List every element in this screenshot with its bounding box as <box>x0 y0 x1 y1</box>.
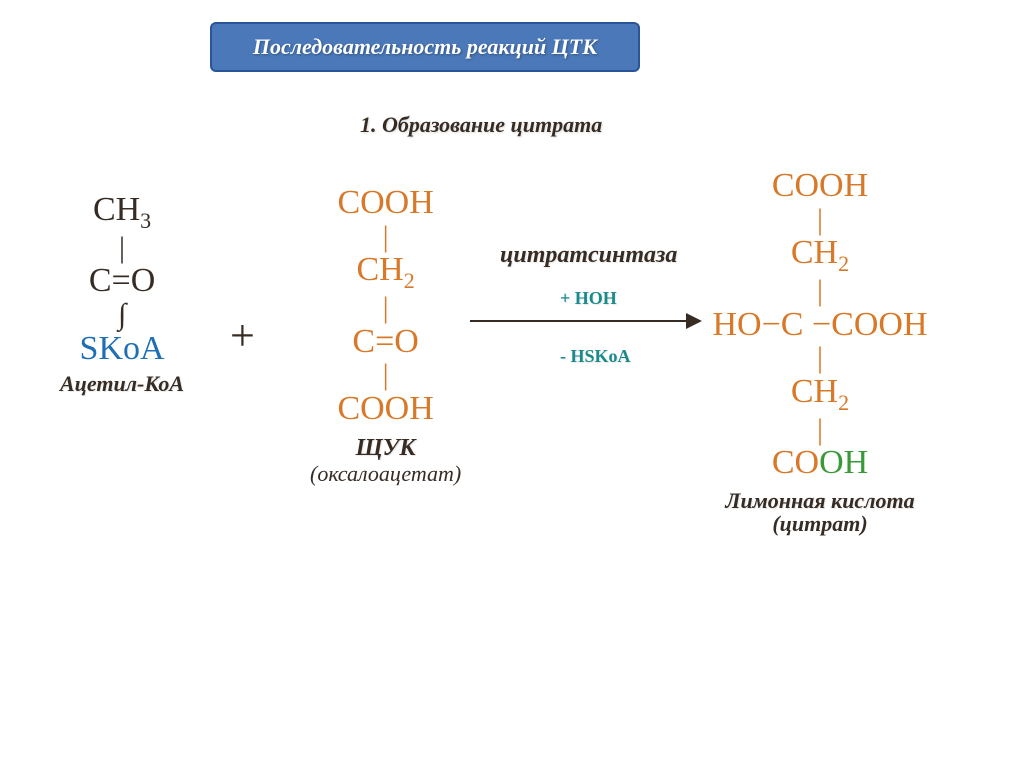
molecule-oxaloacetate: COOH | CH2 | C=O | COOH ЩУК (оксалоацета… <box>310 185 461 485</box>
molecule-acetyl-coa: CH3 | C=O ∫ SKoA Ацетил-КоА <box>60 192 184 395</box>
cit-label1: Лимонная кислота <box>690 489 950 512</box>
oaa-l4: | <box>310 292 461 324</box>
cit-l4: | <box>690 275 950 307</box>
acetyl-label: Ацетил-КоА <box>60 372 184 395</box>
cit-label2: (цитрат) <box>690 512 950 535</box>
oaa-l7: COOH <box>310 391 461 427</box>
cit-l2: | <box>690 204 950 236</box>
cit-l3: CH2 <box>690 235 950 275</box>
acetyl-l1: CH3 <box>60 192 184 232</box>
oaa-l6: | <box>310 359 461 391</box>
oaa-label1: ЩУК <box>310 436 461 461</box>
oaa-l5: C=O <box>310 324 461 360</box>
cit-l8: | <box>690 414 950 446</box>
reaction-arrow <box>470 320 700 322</box>
acetyl-l3: C=O <box>60 263 184 299</box>
oaa-l1: COOH <box>310 185 461 221</box>
subtitle: 1. Образование цитрата <box>360 112 602 138</box>
molecule-citrate: COOH | CH2 | HO−C −COOH | CH2 | COOH Лим… <box>690 168 950 535</box>
acetyl-l5: SKoA <box>60 331 184 367</box>
cit-l5: HO−C −COOH <box>690 307 950 343</box>
plus-sign: + <box>230 310 255 361</box>
cit-l6: | <box>690 342 950 374</box>
oaa-label2: (оксалоацетат) <box>310 462 461 485</box>
acetyl-l4: ∫ <box>60 299 184 331</box>
oaa-l3: CH2 <box>310 252 461 292</box>
oaa-l2: | <box>310 221 461 253</box>
acetyl-l2: | <box>60 232 184 264</box>
cit-l1: COOH <box>690 168 950 204</box>
cit-l7: CH2 <box>690 374 950 414</box>
enzyme-label: цитратсинтаза <box>500 242 677 269</box>
cofactor-hskoa: - HSKoA <box>560 346 631 367</box>
cit-l9: COOH <box>690 445 950 481</box>
title-banner: Последовательность реакций ЦТК <box>210 22 640 72</box>
title-text: Последовательность реакций ЦТК <box>253 34 597 60</box>
cofactor-hoh: + HOH <box>560 288 617 309</box>
